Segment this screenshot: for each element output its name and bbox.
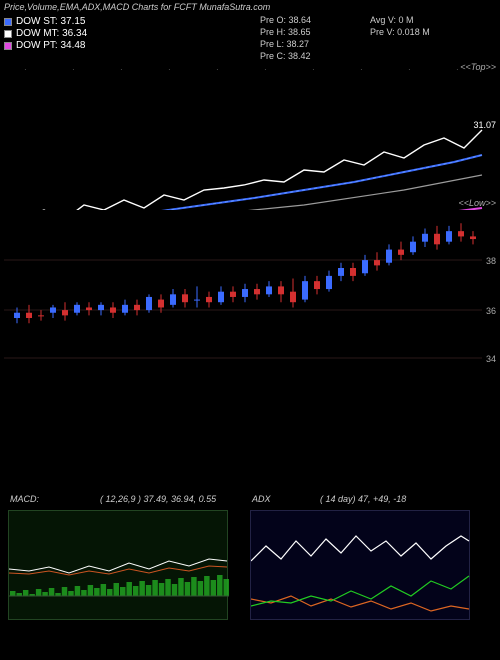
swatch-pt xyxy=(4,42,12,50)
adx-panel xyxy=(250,510,470,620)
macd-params: ( 12,26,9 ) 37.49, 36.94, 0.55 xyxy=(100,494,216,504)
low-label: <<Low>> xyxy=(458,198,496,208)
legend-item-st: DOW ST: 37.15 xyxy=(4,16,87,27)
y-label-38: 38 xyxy=(486,256,496,266)
info-l: Pre L: 38.27 xyxy=(260,38,311,50)
top-value: 31.07 xyxy=(473,120,496,130)
adx-params: ( 14 day) 47, +49, -18 xyxy=(320,494,406,504)
svg-text:·: · xyxy=(312,65,315,74)
svg-text:·: · xyxy=(216,65,219,74)
adx-label: ADX xyxy=(252,494,271,504)
svg-text:·: · xyxy=(408,65,411,74)
page-title: Price,Volume,EMA,ADX,MACD Charts for FCF… xyxy=(4,2,270,12)
legend-item-mt: DOW MT: 36.34 xyxy=(4,28,87,39)
legend-label: DOW MT: 36.34 xyxy=(16,28,87,39)
legend-label: DOW PT: 34.48 xyxy=(16,40,85,51)
volume-info: Avg V: 0 M Pre V: 0.018 M xyxy=(370,14,430,38)
macd-chart xyxy=(9,511,229,621)
svg-text:·: · xyxy=(264,65,267,74)
macd-label: MACD: xyxy=(10,494,39,504)
swatch-mt xyxy=(4,30,12,38)
swatch-st xyxy=(4,18,12,26)
adx-chart xyxy=(251,511,471,621)
info-h: Pre H: 38.65 xyxy=(260,26,311,38)
svg-text:·: · xyxy=(360,65,363,74)
info-avgv: Avg V: 0 M xyxy=(370,14,430,26)
svg-text:·: · xyxy=(456,65,459,74)
ohlc-info: Pre O: 38.64 Pre H: 38.65 Pre L: 38.27 P… xyxy=(260,14,311,62)
svg-text:·: · xyxy=(72,65,75,74)
candlestick-chart xyxy=(4,218,484,368)
legend-item-pt: DOW PT: 34.48 xyxy=(4,40,87,51)
info-o: Pre O: 38.64 xyxy=(260,14,311,26)
macd-panel xyxy=(8,510,228,620)
legend: DOW ST: 37.15 DOW MT: 36.34 DOW PT: 34.4… xyxy=(4,16,87,52)
info-prev: Pre V: 0.018 M xyxy=(370,26,430,38)
y-label-36: 36 xyxy=(486,306,496,316)
legend-label: DOW ST: 37.15 xyxy=(16,16,85,27)
y-label-34: 34 xyxy=(486,354,496,364)
price-ema-chart: · · · · · · · · · · xyxy=(4,60,484,210)
top-label: <<Top>> xyxy=(460,62,496,72)
svg-text:·: · xyxy=(168,65,171,74)
svg-text:·: · xyxy=(120,65,123,74)
svg-text:·: · xyxy=(24,65,27,74)
